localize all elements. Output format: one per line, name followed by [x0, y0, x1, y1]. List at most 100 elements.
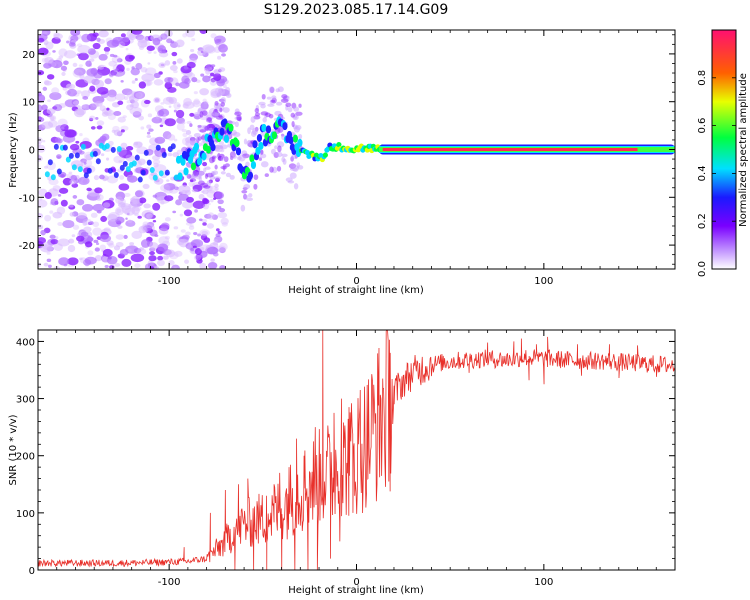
noise-blob: [86, 187, 92, 192]
noise-blob: [50, 239, 59, 245]
noise-blob: [153, 51, 157, 54]
noise-blob: [208, 156, 215, 164]
noise-blob: [125, 245, 139, 254]
noise-blob: [93, 239, 99, 243]
noise-blob: [46, 251, 51, 255]
noise-blob: [39, 198, 43, 201]
noise-blob: [109, 53, 115, 58]
noise-blob: [125, 217, 128, 220]
noise-blob: [192, 100, 202, 108]
noise-blob: [67, 88, 78, 97]
noise-blob: [72, 62, 78, 67]
colorbar-ticks: 0.0 0.2 0.4 0.6 0.8: [697, 70, 736, 277]
noise-blob: [197, 124, 202, 128]
noise-blob: [281, 153, 288, 158]
noise-blob: [150, 262, 154, 266]
noise-blob: [124, 192, 131, 197]
ridge-blob: [252, 140, 258, 149]
steady-band-core: [382, 148, 638, 151]
ridge-blob: [196, 157, 203, 166]
ridge-blob: [249, 154, 255, 163]
noise-blob: [115, 191, 126, 200]
ridge-blob: [131, 160, 137, 167]
noise-blob: [210, 198, 214, 203]
ridge-blob: [258, 141, 264, 150]
noise-blob: [147, 113, 153, 118]
noise-blob: [44, 56, 54, 64]
noise-blob: [82, 221, 88, 226]
noise-blob: [285, 102, 292, 108]
noise-blob: [87, 250, 94, 256]
noise-blob: [41, 104, 48, 111]
noise-blob: [167, 152, 173, 157]
noise-blob: [189, 53, 198, 61]
noise-blob: [214, 187, 219, 191]
ridge-blob: [201, 152, 207, 161]
noise-blob: [81, 203, 94, 212]
noise-blob: [217, 206, 222, 209]
noise-blob: [58, 48, 68, 57]
noise-blob: [76, 235, 85, 242]
noise-blob: [213, 238, 218, 243]
noise-blob: [78, 64, 83, 67]
noise-blob: [38, 155, 42, 159]
ridge-blob: [235, 147, 242, 156]
noise-blob: [198, 136, 202, 141]
noise-blob: [41, 121, 54, 129]
noise-blob: [104, 51, 109, 56]
noise-blob: [138, 45, 145, 51]
noise-blob: [62, 219, 75, 229]
noise-blob: [164, 235, 170, 240]
noise-blob: [157, 259, 165, 267]
noise-blob: [115, 196, 124, 205]
noise-blob: [155, 115, 160, 119]
noise-blob: [92, 95, 105, 104]
noise-blob: [131, 206, 140, 215]
noise-blob: [116, 64, 125, 73]
noise-blob: [173, 226, 179, 230]
noise-blob: [71, 234, 76, 238]
noise-blob: [154, 191, 167, 201]
noise-blob: [207, 261, 218, 269]
noise-blob: [220, 101, 226, 107]
noise-blob: [212, 171, 216, 176]
noise-blob: [90, 126, 96, 130]
noise-blob: [96, 120, 105, 126]
noise-blob: [38, 199, 48, 208]
noise-blob: [113, 245, 121, 251]
noise-blob: [218, 207, 226, 213]
noise-blob: [79, 257, 87, 264]
noise-blob: [91, 102, 99, 108]
noise-blob: [105, 157, 110, 161]
noise-blob: [157, 45, 167, 54]
noise-blob: [106, 255, 118, 265]
snr-panel: -100 0 100 0 100 200 300 400 Height of straight…: [8, 329, 676, 596]
noise-blob: [118, 160, 123, 163]
noise-blob: [260, 161, 269, 168]
noise-blob: [51, 37, 61, 44]
noise-blob: [113, 155, 125, 164]
noise-blob: [108, 60, 117, 67]
ridge-blob: [190, 162, 197, 171]
ridge-blob: [336, 141, 342, 148]
noise-blob: [64, 99, 77, 108]
noise-blob: [88, 58, 95, 62]
noise-blob: [197, 49, 206, 57]
noise-blob: [38, 70, 45, 76]
noise-blob: [52, 211, 63, 219]
noise-blob: [138, 115, 144, 121]
ridge-blob: [228, 123, 234, 132]
noise-blob: [160, 102, 165, 105]
noise-blob: [287, 180, 295, 184]
noise-blob: [96, 125, 103, 130]
ridge-blob: [47, 159, 53, 166]
noise-blob: [100, 215, 108, 222]
noise-blob: [210, 72, 215, 77]
noise-blob: [281, 156, 286, 163]
noise-blob: [75, 140, 80, 144]
noise-blob: [206, 223, 215, 229]
noise-blob: [157, 255, 164, 261]
noise-blob: [198, 180, 205, 186]
noise-blob: [189, 224, 194, 227]
noise-blob: [240, 204, 246, 212]
